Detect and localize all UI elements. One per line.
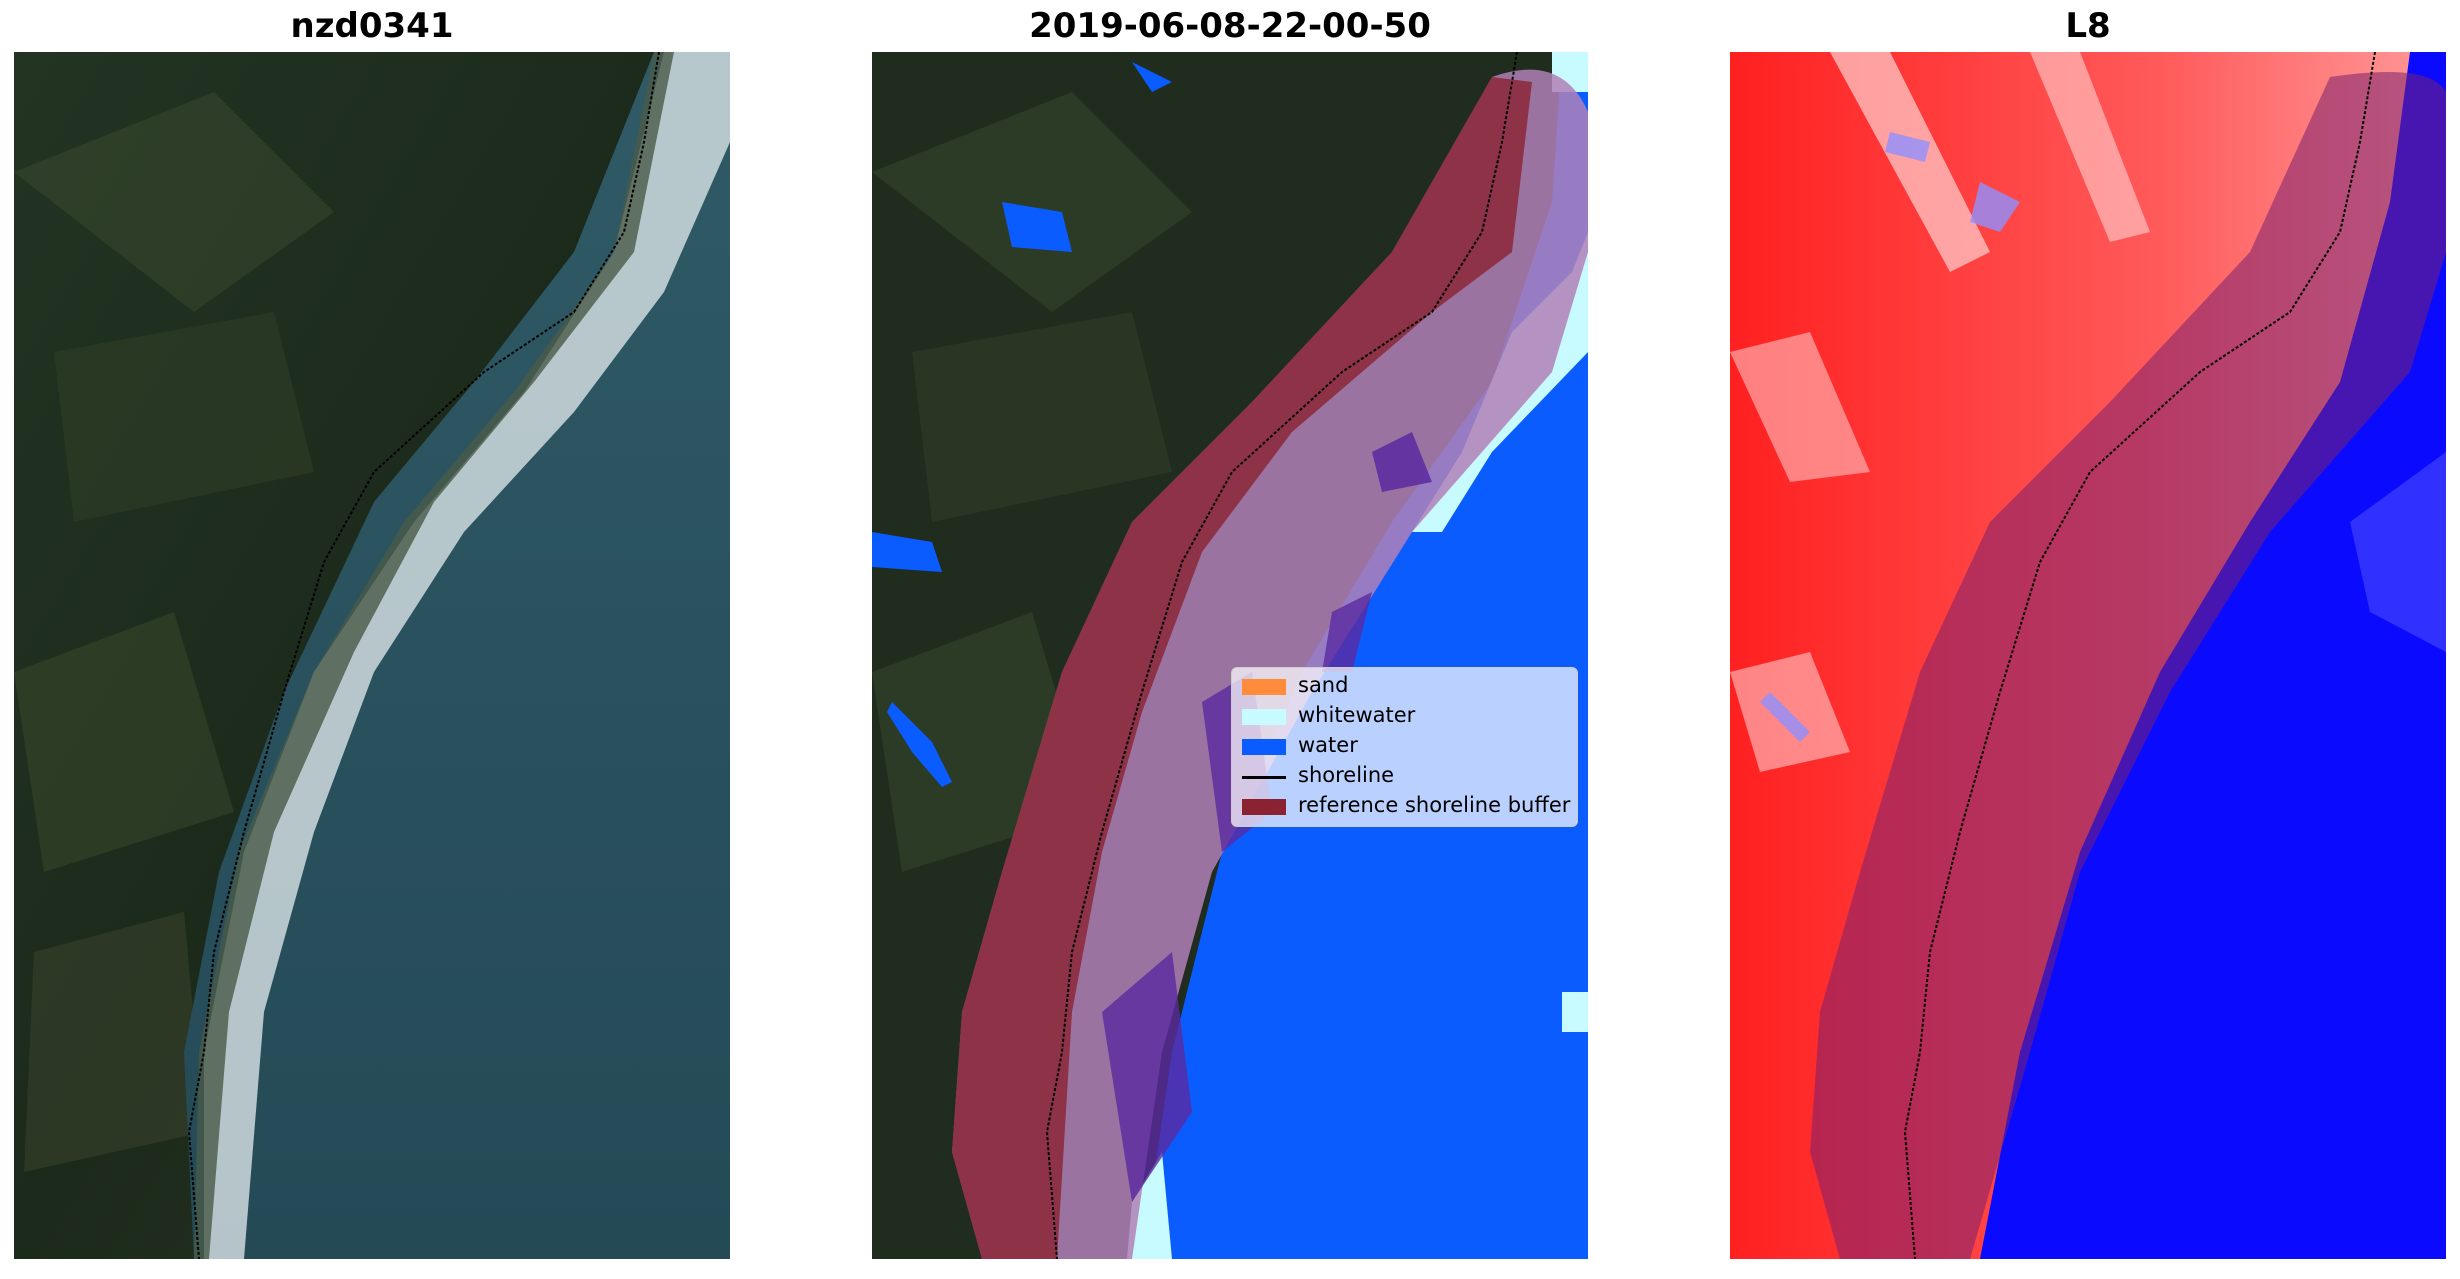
legend-item-whitewater: whitewater [1232,701,1577,731]
panel-title-rgb: nzd0341 [290,6,454,46]
shoreline-line [187,52,660,1259]
legend-item-water: water [1232,731,1577,761]
classified-image-panel [872,52,1588,1259]
rgb-image [14,52,730,1259]
shoreline-line [1045,52,1518,1259]
shoreline-line [1903,52,2376,1259]
legend-label: shoreline [1298,763,1395,787]
legend-item-sand: sand [1232,671,1577,701]
legend-item-buffer: reference shoreline buffer [1232,791,1577,821]
legend-item-shoreline: shoreline [1232,761,1577,791]
legend: sand whitewater water shoreline referenc… [1231,667,1578,827]
legend-line-shoreline [1242,776,1286,779]
panel-title-index: L8 [2065,6,2111,46]
legend-swatch-sand [1242,679,1286,695]
legend-label: sand [1298,673,1349,697]
panel-title-classified: 2019-06-08-22-00-50 [1029,6,1431,46]
legend-label: water [1298,733,1358,757]
legend-swatch-water [1242,739,1286,755]
legend-swatch-whitewater [1242,709,1286,725]
legend-label: reference shoreline buffer [1298,793,1571,817]
classified-image [872,52,1588,1259]
index-image [1730,52,2446,1259]
index-image-panel [1730,52,2446,1259]
rgb-image-panel [14,52,730,1259]
legend-swatch-buffer [1242,799,1286,815]
legend-label: whitewater [1298,703,1416,727]
